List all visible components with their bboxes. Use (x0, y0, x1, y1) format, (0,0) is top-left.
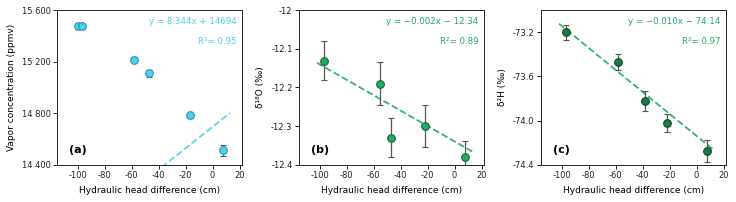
X-axis label: Hydraulic head difference (cm): Hydraulic head difference (cm) (563, 186, 704, 195)
X-axis label: Hydraulic head difference (cm): Hydraulic head difference (cm) (79, 186, 220, 195)
X-axis label: Hydraulic head difference (cm): Hydraulic head difference (cm) (322, 186, 462, 195)
Text: (c): (c) (553, 145, 570, 155)
Text: y = −0.002x − 12.34: y = −0.002x − 12.34 (386, 17, 478, 26)
Text: y = −0.010x − 74.14: y = −0.010x − 74.14 (629, 17, 721, 26)
Text: R²= 0.97: R²= 0.97 (682, 37, 721, 46)
Text: y = 8.344x + 14694: y = 8.344x + 14694 (149, 17, 237, 26)
Y-axis label: δ²H (‰): δ²H (‰) (498, 68, 507, 106)
Y-axis label: δ¹⁸O (‰): δ¹⁸O (‰) (256, 67, 266, 108)
Text: R²= 0.89: R²= 0.89 (440, 37, 478, 46)
Text: (b): (b) (311, 145, 329, 155)
Text: (a): (a) (68, 145, 86, 155)
Y-axis label: Vapor concentration (ppmv): Vapor concentration (ppmv) (7, 24, 16, 151)
Text: R²= 0.95: R²= 0.95 (198, 37, 237, 46)
